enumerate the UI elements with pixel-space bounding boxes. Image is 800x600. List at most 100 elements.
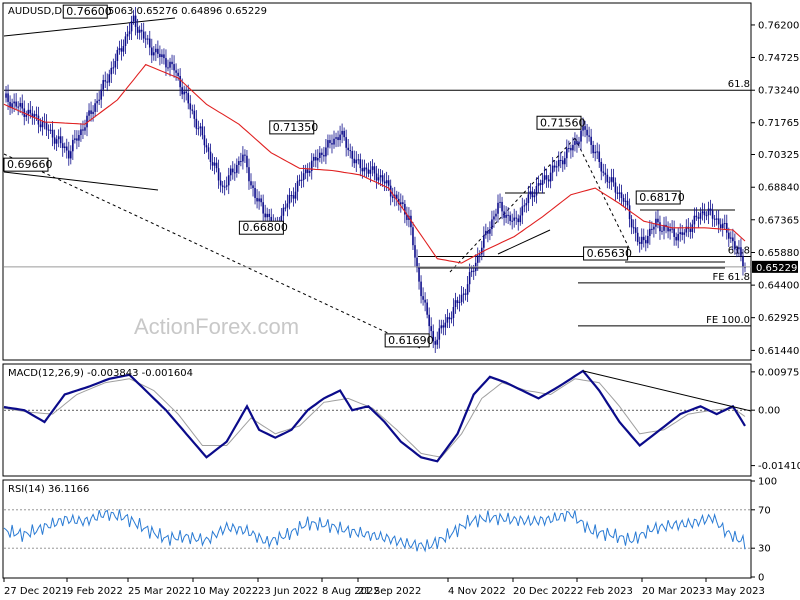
candle-body: [27, 109, 30, 115]
rsi-tick-label: 70: [758, 505, 771, 516]
candle-body: [25, 114, 28, 117]
candle-body: [351, 150, 354, 159]
candle-body: [511, 220, 513, 222]
candle-body: [675, 236, 677, 241]
rsi-tick-label: 30: [758, 544, 771, 555]
candle-body: [424, 299, 426, 303]
candle-body: [568, 147, 570, 149]
candle-body: [65, 146, 68, 151]
price-marker-box: [269, 120, 315, 135]
candle-body: [466, 284, 469, 295]
candle-body: [284, 207, 287, 209]
candle-body: [462, 293, 465, 295]
candle-body: [268, 213, 271, 217]
candle-body: [570, 147, 572, 151]
symbol-label: AUDUSD,Daily: [8, 6, 80, 17]
candle-body: [53, 137, 56, 144]
price-layer: 61.861.8FE 61.8FE 100.00.766000.696600.7…: [3, 4, 751, 353]
candle-body: [600, 161, 603, 172]
candle-body: [693, 215, 696, 225]
axis-layer: 0.76200 0.74725 0.73240 0.71765 0.70325 0.688…: [3, 20, 800, 597]
candle-body: [529, 191, 532, 195]
candle-body: [418, 267, 420, 282]
trendline-dashed: [3, 153, 421, 349]
candle-body: [359, 159, 362, 169]
candle-body: [197, 128, 200, 130]
candle-body: [74, 138, 76, 140]
candle-body: [618, 192, 621, 194]
candle-body: [193, 110, 196, 119]
candle-body: [620, 192, 623, 199]
candle-body: [602, 171, 605, 173]
candle-body: [596, 151, 599, 153]
price-tick-label: 0.74725: [758, 53, 799, 64]
candle-body: [711, 210, 714, 219]
rsi-layer: [3, 509, 751, 553]
candle-body: [47, 129, 50, 131]
candle-body: [49, 129, 52, 131]
candle-body: [240, 161, 242, 163]
candle-body: [636, 232, 639, 242]
candle-body: [533, 195, 536, 198]
candle-body: [63, 146, 66, 148]
candle-body: [223, 186, 226, 188]
candle-body: [282, 207, 285, 216]
candle-body: [590, 136, 592, 145]
candle-body: [683, 232, 686, 235]
candle-body: [238, 161, 240, 165]
candle-body: [100, 89, 102, 100]
candle-body: [436, 339, 439, 345]
candle-body: [294, 191, 297, 199]
candle-body: [717, 218, 720, 225]
candle-body: [695, 215, 698, 218]
candle-body: [483, 235, 485, 248]
price-marker-label: 0.69660: [7, 158, 53, 171]
candle-body: [539, 183, 542, 185]
candle-body: [406, 214, 408, 220]
candle-body: [108, 74, 111, 83]
last-price-tag: [752, 260, 798, 273]
candle-body: [367, 169, 370, 174]
macd-panel-frame: [2, 363, 752, 477]
candle-body: [298, 179, 301, 182]
candle-body: [515, 217, 518, 219]
candle-body: [163, 54, 165, 59]
candle-body: [258, 198, 260, 202]
candle-body: [314, 156, 317, 161]
candle-body: [519, 215, 522, 223]
candle-body: [57, 136, 60, 140]
candle-body: [545, 175, 548, 180]
candle-body: [327, 140, 329, 148]
candle-body: [308, 171, 311, 173]
candle-body: [213, 162, 216, 166]
fib-label: FE 100.0: [706, 315, 750, 326]
candle-body: [723, 223, 726, 225]
x-tick-label: 2 Feb 2023: [577, 586, 633, 597]
candle-body: [286, 203, 289, 208]
candle-body: [343, 130, 345, 138]
candle-body: [379, 175, 382, 178]
candle-body: [420, 281, 422, 297]
candle-body: [730, 237, 732, 239]
candle-body: [296, 181, 299, 192]
candle-body: [721, 223, 724, 229]
candle-body: [128, 31, 131, 35]
candle-body: [21, 103, 24, 109]
candle-body: [234, 172, 236, 174]
candle-body: [458, 301, 461, 303]
candle-body: [456, 300, 459, 303]
candle-body: [199, 126, 202, 129]
candle-body: [290, 195, 293, 197]
candle-body: [525, 203, 528, 206]
price-marker-box: [238, 220, 284, 235]
candle-body: [734, 241, 736, 250]
candle-body: [659, 222, 661, 232]
candle-body: [487, 230, 489, 234]
candle-body: [33, 114, 36, 118]
price-marker-label: 0.66800: [242, 221, 287, 234]
candle-body: [70, 151, 72, 159]
candle-body: [78, 135, 80, 141]
candle-body: [157, 48, 159, 54]
candle-body: [586, 129, 588, 136]
